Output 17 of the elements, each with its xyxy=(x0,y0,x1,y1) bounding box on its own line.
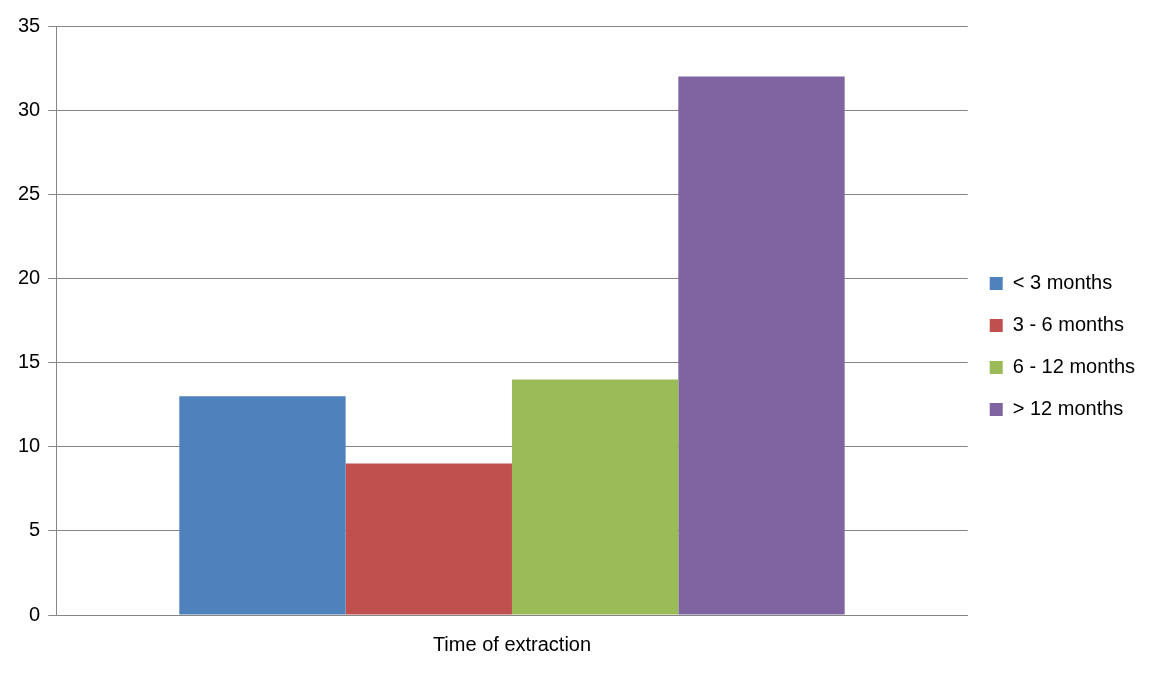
x-tick-label: Time of extraction xyxy=(432,632,592,655)
bar xyxy=(179,396,346,615)
legend-label: < 3 months xyxy=(1012,271,1113,294)
y-tick-label: 20 xyxy=(18,265,41,288)
y-tick-label: 10 xyxy=(18,434,41,457)
y-tick-label: 25 xyxy=(18,181,41,204)
y-tick-label: 15 xyxy=(18,350,41,373)
bar xyxy=(678,76,845,615)
y-tick-label: 35 xyxy=(18,13,41,36)
y-tick-label: 30 xyxy=(18,97,41,120)
legend-label: 3 - 6 months xyxy=(1012,313,1124,336)
bar xyxy=(511,379,679,615)
y-tick-label: 5 xyxy=(29,518,41,541)
legend-label: 6 - 12 months xyxy=(1012,355,1136,378)
bar xyxy=(345,463,512,615)
legend-label: > 12 months xyxy=(1012,397,1124,420)
y-tick-label: 0 xyxy=(29,602,41,625)
